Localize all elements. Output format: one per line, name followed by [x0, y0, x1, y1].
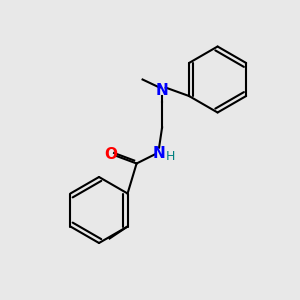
Text: N: N	[156, 83, 169, 98]
Text: N: N	[153, 146, 166, 160]
Text: H: H	[166, 150, 175, 163]
Text: O: O	[105, 147, 118, 162]
